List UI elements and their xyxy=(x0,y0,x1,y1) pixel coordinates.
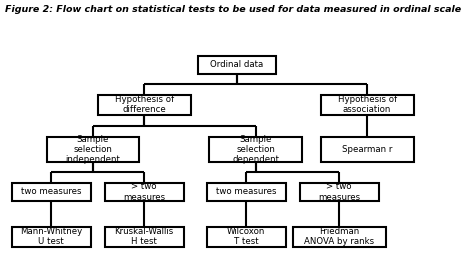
FancyBboxPatch shape xyxy=(207,227,286,247)
FancyBboxPatch shape xyxy=(98,95,191,115)
FancyBboxPatch shape xyxy=(198,56,276,73)
Text: two measures: two measures xyxy=(216,187,276,196)
Text: Sample
selection
dependent: Sample selection dependent xyxy=(232,135,279,164)
FancyBboxPatch shape xyxy=(209,137,302,162)
Text: Kruskal-Wallis
H test: Kruskal-Wallis H test xyxy=(115,227,173,246)
FancyBboxPatch shape xyxy=(12,227,91,247)
Text: Sample
selection
independent: Sample selection independent xyxy=(65,135,120,164)
FancyBboxPatch shape xyxy=(320,137,413,162)
Text: Wilcoxon
T test: Wilcoxon T test xyxy=(227,227,265,246)
Text: Friedman
ANOVA by ranks: Friedman ANOVA by ranks xyxy=(304,227,374,246)
Text: Hypothesis of
difference: Hypothesis of difference xyxy=(115,95,173,115)
Text: Hypothesis of
association: Hypothesis of association xyxy=(337,95,397,115)
Text: two measures: two measures xyxy=(21,187,82,196)
Text: > two
measures: > two measures xyxy=(318,182,360,202)
FancyBboxPatch shape xyxy=(293,227,386,247)
FancyBboxPatch shape xyxy=(207,183,286,201)
FancyBboxPatch shape xyxy=(105,227,183,247)
FancyBboxPatch shape xyxy=(105,183,183,201)
Text: Ordinal data: Ordinal data xyxy=(210,60,264,69)
Text: Mann-Whitney
U test: Mann-Whitney U test xyxy=(20,227,82,246)
FancyBboxPatch shape xyxy=(46,137,139,162)
Text: Spearman r: Spearman r xyxy=(342,145,392,154)
FancyBboxPatch shape xyxy=(12,183,91,201)
Text: Figure 2: Flow chart on statistical tests to be used for data measured in ordina: Figure 2: Flow chart on statistical test… xyxy=(5,5,461,15)
Text: > two
measures: > two measures xyxy=(123,182,165,202)
FancyBboxPatch shape xyxy=(300,183,379,201)
FancyBboxPatch shape xyxy=(320,95,413,115)
